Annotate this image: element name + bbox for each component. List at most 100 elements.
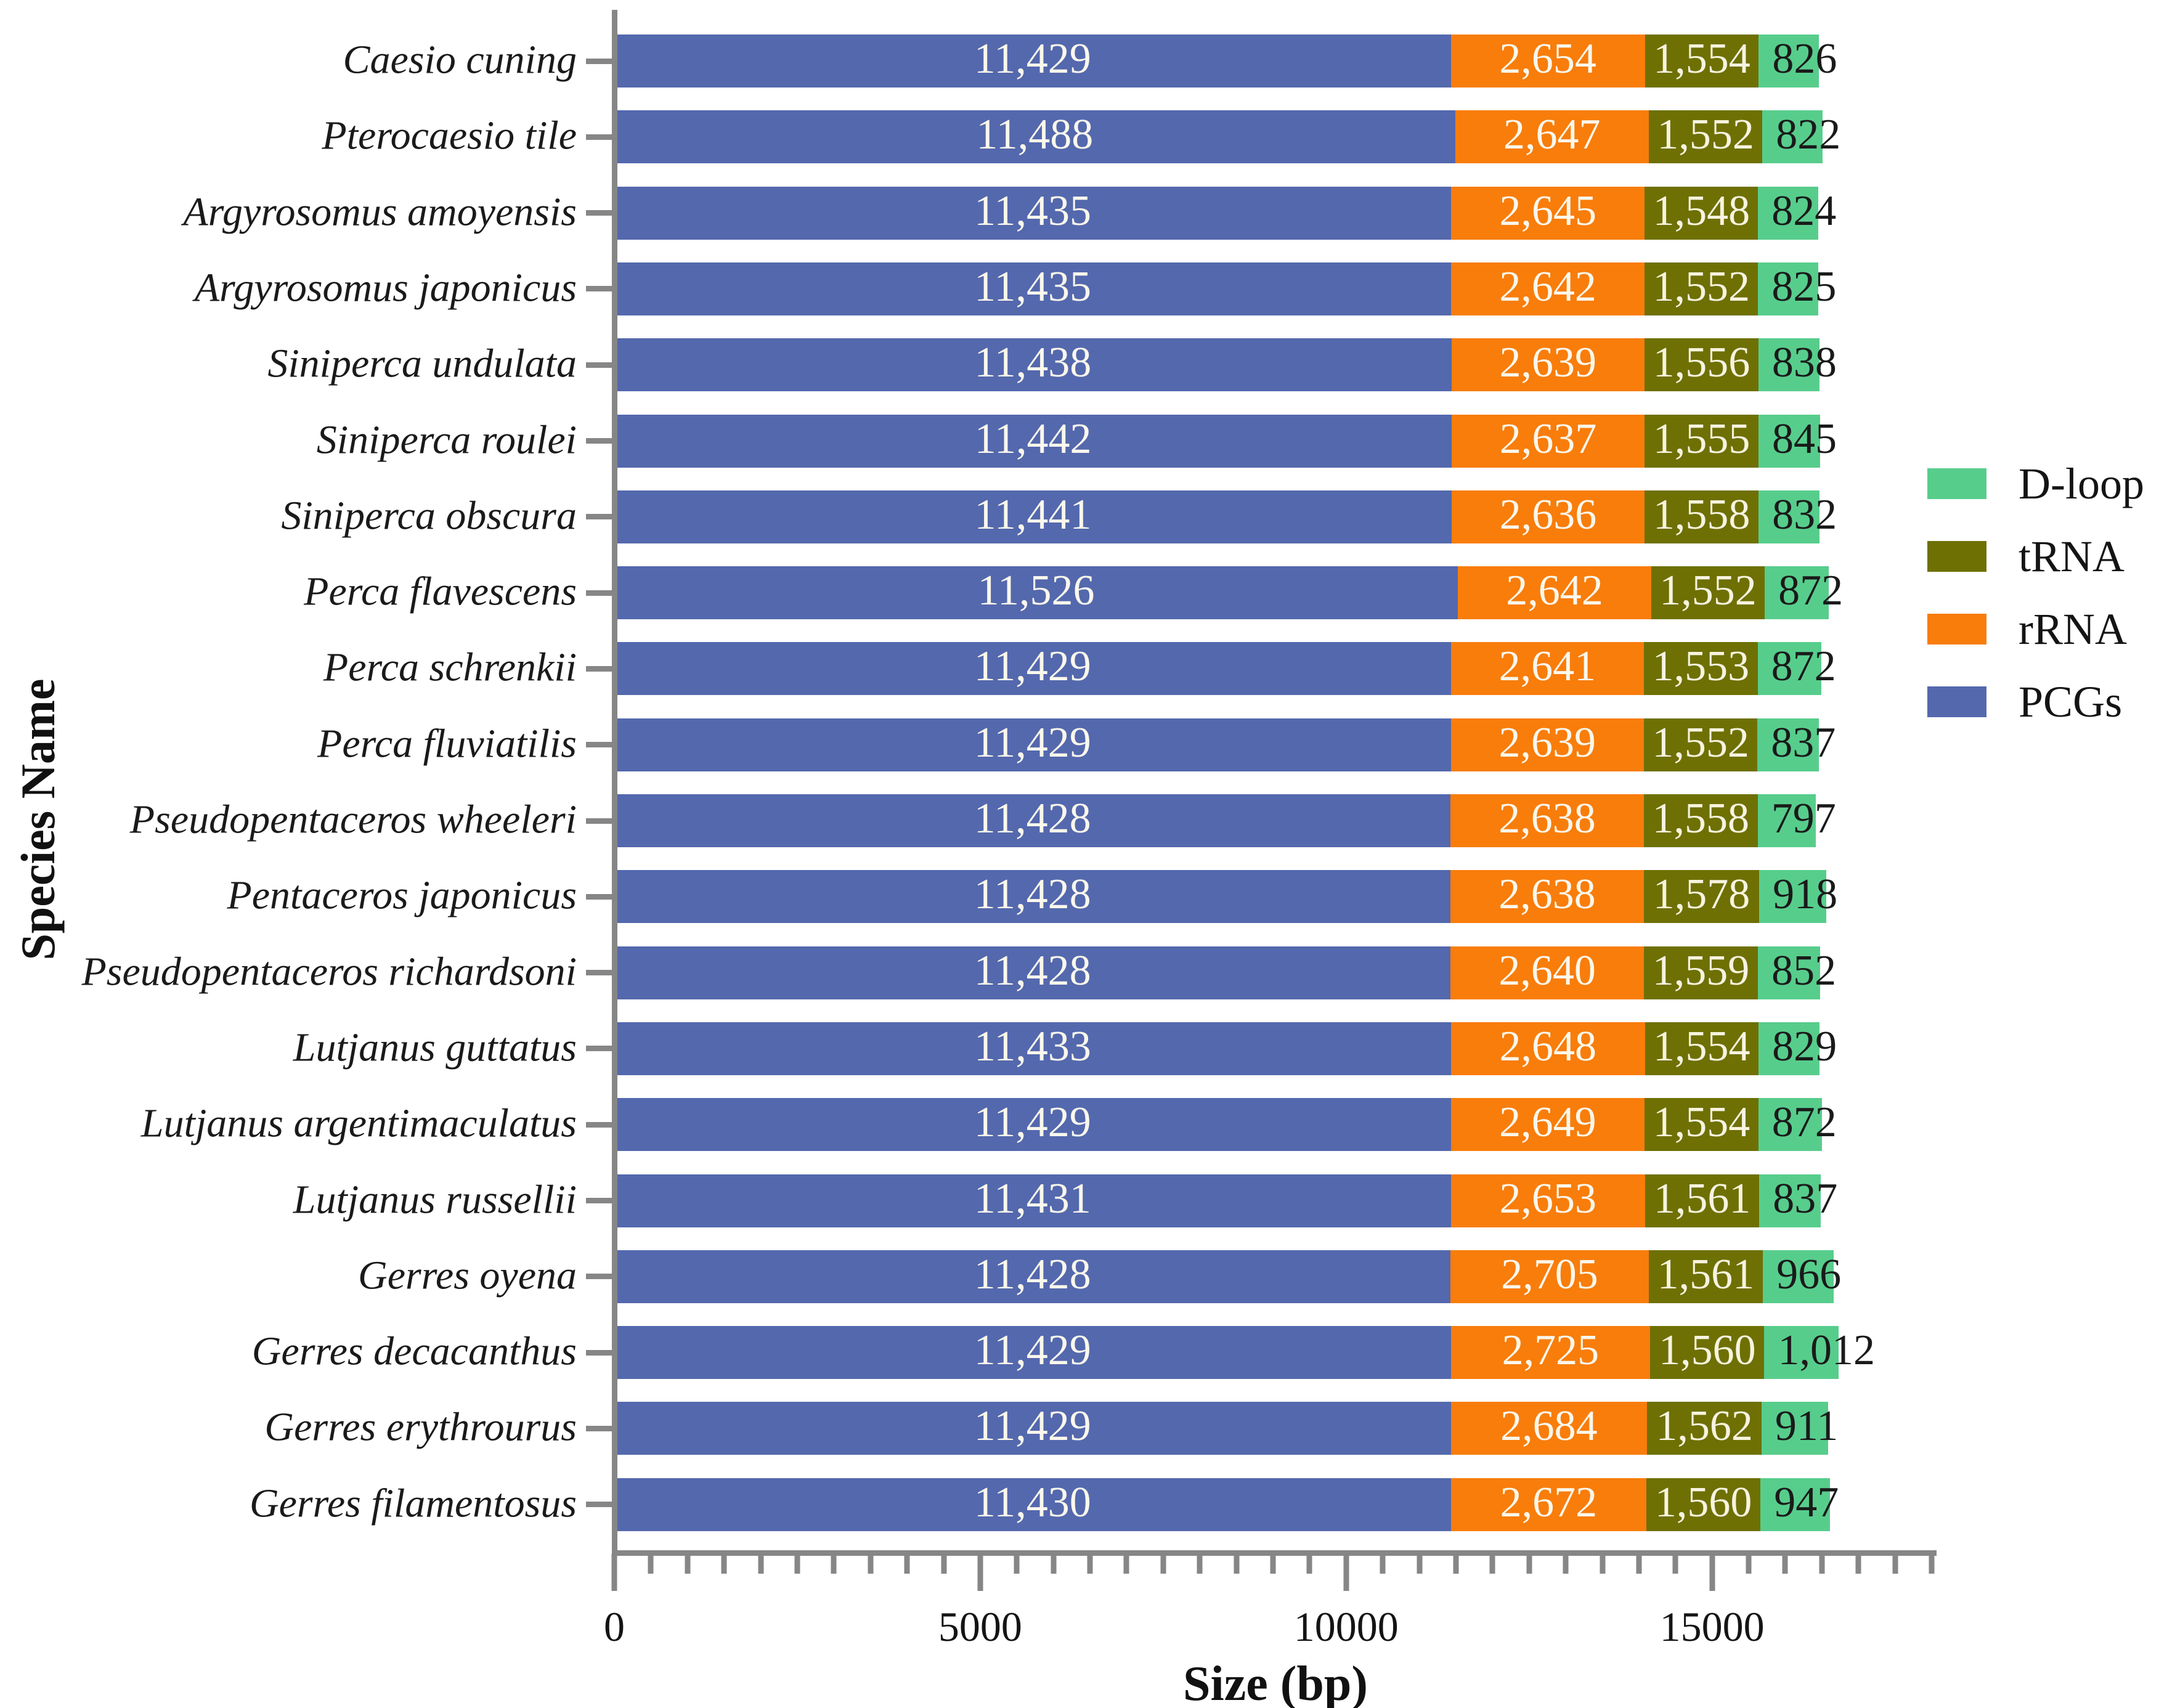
x-axis-tick — [831, 1554, 837, 1574]
species-label: Gerres decacanthus — [251, 1328, 577, 1374]
bar-value-label: 2,642 — [1506, 567, 1603, 615]
bar-segment-rrna — [1450, 35, 1645, 87]
y-axis-tick — [586, 742, 614, 748]
bar-segment-dloop — [1760, 1478, 1830, 1531]
bar-value-label: 1,553 — [1652, 643, 1750, 691]
x-axis-tick — [1929, 1554, 1935, 1574]
x-tick-label: 0 — [604, 1603, 625, 1650]
bar-segment-rrna — [1450, 1478, 1646, 1531]
bar-value-label: 829 — [1772, 1023, 1837, 1071]
bar-segment-trna — [1645, 262, 1759, 315]
bar-segment-trna — [1645, 35, 1759, 87]
bar-value-label: 11,430 — [974, 1478, 1091, 1526]
y-axis-tick — [586, 514, 614, 520]
bar-value-label: 837 — [1773, 1174, 1838, 1222]
bar-value-label: 11,429 — [974, 718, 1091, 767]
bar-value-label: 872 — [1778, 567, 1844, 615]
x-axis-tick — [1234, 1554, 1240, 1574]
x-axis-tick — [1160, 1554, 1166, 1574]
bar-segment-trna — [1645, 1022, 1759, 1075]
x-axis-tick — [611, 1554, 617, 1591]
bar-segment-pcgs — [614, 566, 1458, 620]
x-axis-tick — [1380, 1554, 1386, 1574]
bar-segment-dloop — [1759, 870, 1827, 924]
x-axis-tick — [977, 1554, 983, 1591]
bar-segment-pcgs — [614, 794, 1451, 847]
bar-value-label: 11,429 — [974, 1327, 1091, 1375]
bar-segment-trna — [1647, 1402, 1762, 1455]
bar-segment-trna — [1643, 794, 1758, 847]
bar-value-label: 838 — [1771, 339, 1837, 387]
bar-segment-pcgs — [614, 414, 1452, 468]
bar-segment-trna — [1648, 110, 1763, 164]
bar-value-label: 1,559 — [1652, 946, 1750, 994]
bar-segment-dloop — [1759, 1174, 1821, 1227]
x-axis-tick — [1087, 1554, 1093, 1574]
bar-value-label: 2,645 — [1499, 187, 1597, 235]
x-axis-tick — [1343, 1554, 1349, 1591]
y-axis-tick — [586, 818, 614, 824]
x-axis-tick — [1819, 1554, 1825, 1574]
bar-value-label: 2,640 — [1498, 946, 1596, 994]
bar-value-label: 1,561 — [1657, 1250, 1755, 1298]
bar-segment-dloop — [1758, 186, 1819, 240]
legend-item: rRNA — [1927, 607, 2144, 651]
bar-segment-dloop — [1763, 1250, 1834, 1303]
bar-segment-rrna — [1450, 1022, 1645, 1075]
bar-segment-pcgs — [614, 110, 1455, 164]
legend-swatch-pcgs — [1927, 686, 1986, 717]
bar-value-label: 11,526 — [977, 567, 1095, 615]
x-axis-tick — [1600, 1554, 1605, 1574]
bar-value-label: 966 — [1776, 1250, 1842, 1298]
bar-value-label: 825 — [1771, 263, 1837, 311]
x-tick-label: 15000 — [1659, 1603, 1765, 1650]
bar-value-label: 2,638 — [1498, 795, 1596, 843]
bar-segment-pcgs — [614, 642, 1451, 696]
bar-segment-dloop — [1762, 110, 1823, 164]
bar-segment-pcgs — [614, 490, 1452, 543]
bar-value-label: 2,725 — [1502, 1327, 1600, 1375]
bar-value-label: 832 — [1772, 490, 1837, 539]
legend-label: D-loop — [2019, 459, 2144, 508]
bar-segment-rrna — [1450, 1174, 1645, 1227]
bar-segment-rrna — [1450, 870, 1644, 924]
bar-segment-dloop — [1764, 1326, 1839, 1380]
bar-segment-rrna — [1450, 642, 1645, 696]
bar-value-label: 2,649 — [1499, 1099, 1596, 1147]
bar-value-label: 947 — [1774, 1478, 1839, 1526]
x-axis-tick — [685, 1554, 691, 1574]
species-label: Gerres filamentosus — [249, 1481, 577, 1526]
bar-value-label: 2,641 — [1498, 643, 1596, 691]
legend-swatch-rrna — [1927, 614, 1986, 645]
legend-item: PCGs — [1927, 680, 2144, 724]
bar-segment-dloop — [1757, 642, 1822, 696]
bar-value-label: 2,654 — [1499, 35, 1596, 83]
bar-value-label: 11,438 — [974, 339, 1092, 387]
x-tick-label: 5000 — [938, 1603, 1022, 1650]
x-axis-tick — [941, 1554, 946, 1574]
y-axis-tick — [586, 1274, 614, 1280]
species-label: Lutjanus russellii — [293, 1177, 577, 1222]
bar-value-label: 822 — [1776, 111, 1841, 159]
x-axis-tick — [1417, 1554, 1423, 1574]
bar-value-label: 845 — [1771, 415, 1837, 463]
y-axis-tick — [586, 210, 614, 216]
species-label: Pseudopentaceros richardsoni — [81, 949, 577, 994]
bar-value-label: 2,637 — [1499, 415, 1597, 463]
bar-value-label: 11,429 — [974, 643, 1091, 691]
bar-segment-trna — [1645, 414, 1759, 468]
x-axis-tick — [794, 1554, 800, 1574]
bar-segment-trna — [1648, 1250, 1763, 1303]
bar-segment-pcgs — [614, 718, 1451, 771]
bar-value-label: 1,554 — [1653, 1099, 1750, 1147]
bar-value-label: 11,428 — [974, 795, 1091, 843]
bar-value-label: 11,442 — [974, 415, 1092, 463]
bar-value-label: 1,554 — [1653, 1023, 1750, 1071]
bar-segment-rrna — [1452, 414, 1645, 468]
species-label: Perca flavescens — [304, 569, 577, 614]
bar-segment-rrna — [1450, 1402, 1648, 1455]
x-tick-label: 10000 — [1293, 1603, 1399, 1650]
y-axis-tick — [586, 1121, 614, 1128]
bar-value-label: 11,428 — [974, 871, 1091, 919]
bar-segment-rrna — [1450, 794, 1644, 847]
